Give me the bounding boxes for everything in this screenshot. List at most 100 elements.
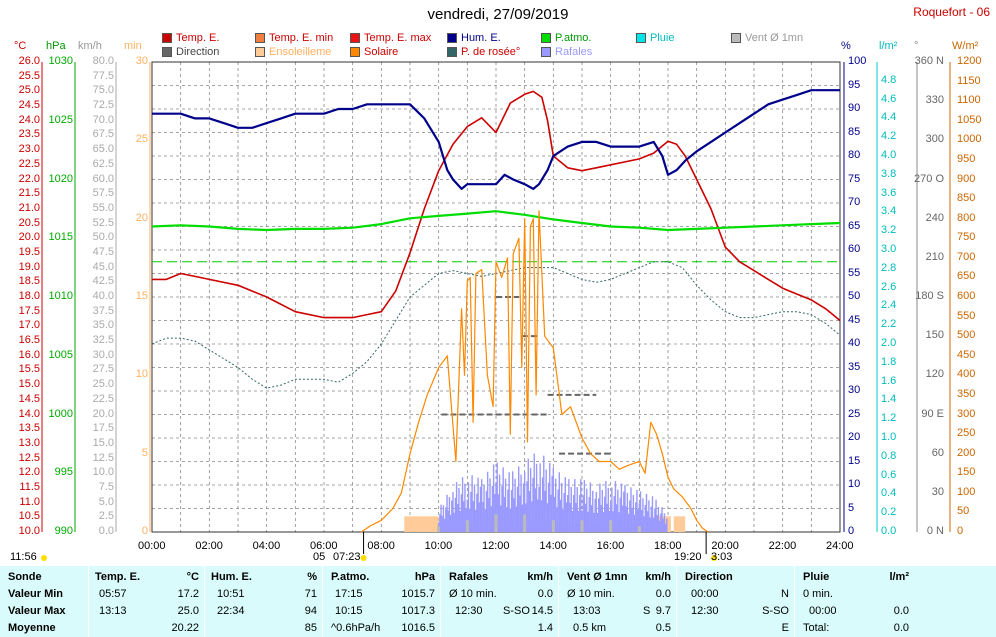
hum-avg-value: 85 (304, 622, 317, 634)
solar-tick: 1100 (957, 94, 981, 107)
x-tick: 14:00 (539, 540, 567, 552)
temp-tick: 12.0 (18, 466, 40, 479)
legend-swatch (162, 47, 172, 57)
astro-marker: 19:20 (674, 551, 702, 563)
rain-tick: 2.2 (881, 318, 897, 331)
press-min-time: 17:15 (335, 588, 363, 600)
hum-tick: 90 (848, 102, 861, 114)
rain-max-value: 0.0 (893, 605, 909, 617)
temp-tick: 16.5 (18, 334, 40, 347)
solar-tick: 500 (957, 329, 976, 342)
x-tick: 20:00 (711, 540, 739, 552)
press-tick: 1005 (48, 348, 73, 361)
rain-tick: 3.4 (881, 205, 897, 218)
minutes-tick: 0 (141, 525, 148, 537)
legend-label: Rafales (555, 46, 593, 58)
press-tick: 990 (54, 525, 73, 537)
temp-tick: 20.0 (18, 231, 40, 244)
temp-tick: 24.0 (18, 113, 40, 126)
legend-item: Hum. E. (447, 32, 501, 44)
wind-unit: km/h (78, 40, 102, 52)
temp-unit-label: °C (186, 571, 199, 583)
press-min-value: 1015.7 (401, 588, 435, 600)
legend-swatch (255, 47, 265, 57)
wind-avg-value: 0.5 (655, 622, 671, 634)
rain-tick: 2.6 (881, 280, 897, 293)
rain-duration: 0 min. (803, 588, 833, 600)
temp-tick: 18.0 (18, 290, 40, 302)
minutes-tick: 10 (135, 368, 148, 381)
row-max-label: Valeur Max (8, 605, 66, 617)
wind-title: Vent Ø 1mn (567, 571, 628, 583)
rain-tick: 3.8 (881, 167, 897, 180)
gust-title: Rafales (449, 571, 489, 583)
wind-max-time: 13:03 (573, 605, 601, 617)
wind-tick: 62.5 (92, 157, 114, 170)
x-tick: 08:00 (367, 540, 395, 552)
temp-tick: 19.5 (18, 245, 40, 258)
x-tick: 10:00 (424, 540, 453, 552)
rain-tick: 0.4 (881, 487, 897, 500)
rain-max-time: 00:00 (809, 605, 837, 617)
dir-tick: 270 O (914, 172, 944, 185)
wind-tick: 70.0 (92, 113, 114, 126)
wind-tick: 75.0 (92, 84, 114, 97)
legend-label: Temp. E. max (364, 32, 432, 44)
rain-title: Pluie (803, 571, 830, 583)
legend-item: Direction (162, 46, 219, 58)
wind-tick: 27.5 (92, 363, 114, 376)
dir-tick: 120 (925, 368, 944, 381)
solar-tick: 1000 (957, 133, 982, 146)
astro-marker: 07:23 (333, 551, 361, 563)
temp-tick: 11.5 (19, 480, 40, 493)
wind-distance: 0.5 km (573, 622, 607, 634)
rain-tick: 2.4 (881, 299, 897, 312)
dir-tick: 360 N (914, 55, 944, 67)
press-tick: 1030 (48, 55, 73, 67)
temp-tick: 14.5 (18, 392, 40, 405)
wind-tick: 32.5 (92, 334, 114, 347)
wind-avg10-label: Ø 10 min. (567, 588, 615, 600)
minutes-tick: 30 (135, 55, 148, 67)
temp-column: Temp. E. °C 05:57 17.2 13:13 25.0 20.22 (88, 566, 205, 637)
press-column: P.atmo. hPa 17:15 1015.7 10:15 1017.3 ^0… (322, 566, 441, 637)
temp-tick: 10.5 (18, 510, 40, 523)
wind-tick: 47.5 (92, 245, 114, 258)
press-tick: 1000 (48, 407, 73, 420)
legend-label: Vent Ø 1mn (745, 32, 804, 44)
wind-tick: 72.5 (92, 99, 114, 112)
rain-total-label: Total: (803, 622, 830, 634)
dir-tick: 0 N (926, 525, 944, 537)
press-tick: 1015 (48, 231, 73, 244)
solar-tick: 950 (957, 152, 976, 165)
sonde-title: Sonde (8, 571, 42, 583)
series-line-p-atmo- (151, 210, 841, 232)
legend-item: Ensoleilleme (255, 46, 331, 58)
gust-unit-label: km/h (527, 571, 553, 583)
temp-tick: 13.5 (18, 422, 40, 435)
temp-max-value: 25.0 (177, 605, 199, 617)
wind-max-dir: S (643, 605, 651, 617)
solar-tick: 100 (957, 485, 976, 498)
solar-tick: 200 (957, 446, 976, 459)
legend-swatch (447, 47, 457, 57)
temp-tick: 18.5 (18, 275, 40, 288)
temp-tick: 25.0 (18, 84, 40, 97)
hum-tick: 15 (848, 454, 861, 467)
press-max-time: 10:15 (335, 605, 363, 617)
rain-tick: 0.2 (881, 506, 897, 519)
dir-avg-value: E (781, 622, 789, 634)
legend-item: Solaire (350, 46, 398, 58)
temp-unit: °C (14, 40, 27, 52)
wind-tick: 52.5 (92, 216, 114, 229)
solar-tick: 400 (957, 368, 976, 381)
temp-tick: 12.5 (18, 451, 40, 464)
press-tick: 1010 (48, 290, 73, 302)
hum-min-value: 71 (304, 588, 317, 600)
hum-tick: 55 (848, 266, 861, 279)
hum-column: Hum. E. % 10:51 71 22:34 94 85 (204, 566, 323, 637)
weather-chart (41, 61, 951, 561)
legend-swatch (541, 47, 551, 57)
temp-min-time: 05:57 (99, 588, 127, 600)
legend-label: Ensoleilleme (269, 46, 332, 58)
